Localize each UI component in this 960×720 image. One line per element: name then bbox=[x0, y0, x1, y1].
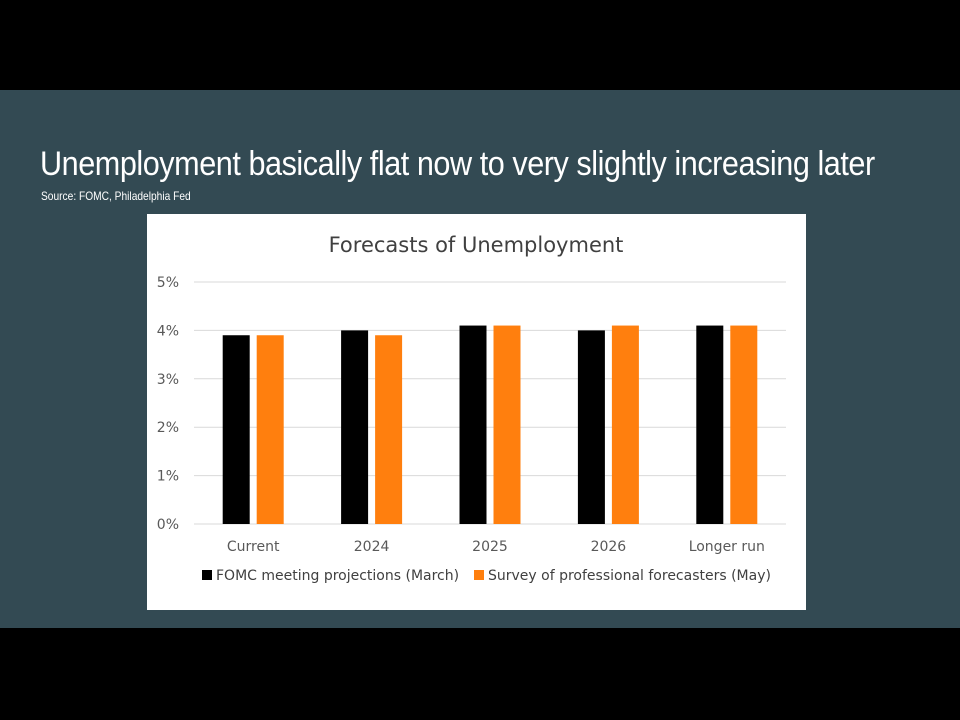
bar-spf-2025 bbox=[493, 325, 521, 524]
x-tick-label: 2026 bbox=[591, 539, 627, 555]
bar-fomc-longer-run bbox=[696, 325, 724, 524]
slide-title: Unemployment basically flat now to very … bbox=[40, 145, 875, 183]
x-tick-label: Current bbox=[227, 539, 280, 555]
bar-fomc-2026 bbox=[577, 330, 605, 524]
legend-label: Survey of professional forecasters (May) bbox=[488, 568, 771, 584]
bar-spf-longer-run bbox=[730, 325, 758, 524]
y-tick-label: 3% bbox=[157, 372, 179, 388]
chart: Forecasts of Unemployment 0% 1% 2% 3% 4% 5% C… bbox=[157, 233, 786, 584]
bar-spf-current bbox=[256, 335, 284, 524]
y-tick-label: 4% bbox=[157, 323, 179, 339]
legend-swatch bbox=[202, 570, 212, 580]
slide: Unemployment basically flat now to very … bbox=[0, 90, 960, 628]
x-tick-label: Longer run bbox=[689, 539, 765, 555]
bar-fomc-current bbox=[222, 335, 250, 524]
source-note: Source: FOMC, Philadelphia Fed bbox=[41, 189, 191, 203]
y-tick-label: 1% bbox=[157, 469, 179, 485]
legend-swatch bbox=[474, 570, 484, 580]
bar-spf-2026 bbox=[611, 325, 639, 524]
y-tick-label: 0% bbox=[157, 517, 179, 533]
chart-title: Forecasts of Unemployment bbox=[329, 233, 624, 257]
y-tick-label: 5% bbox=[157, 275, 179, 291]
legend-label: FOMC meeting projections (March) bbox=[216, 568, 459, 584]
bar-spf-2024 bbox=[375, 335, 403, 524]
chart-container: Forecasts of Unemployment 0% 1% 2% 3% 4% 5% C… bbox=[147, 214, 806, 610]
x-tick-label: 2025 bbox=[472, 539, 508, 555]
x-tick-label: 2024 bbox=[354, 539, 390, 555]
y-tick-label: 2% bbox=[157, 420, 179, 436]
bar-fomc-2025 bbox=[459, 325, 487, 524]
bar-fomc-2024 bbox=[341, 330, 369, 524]
